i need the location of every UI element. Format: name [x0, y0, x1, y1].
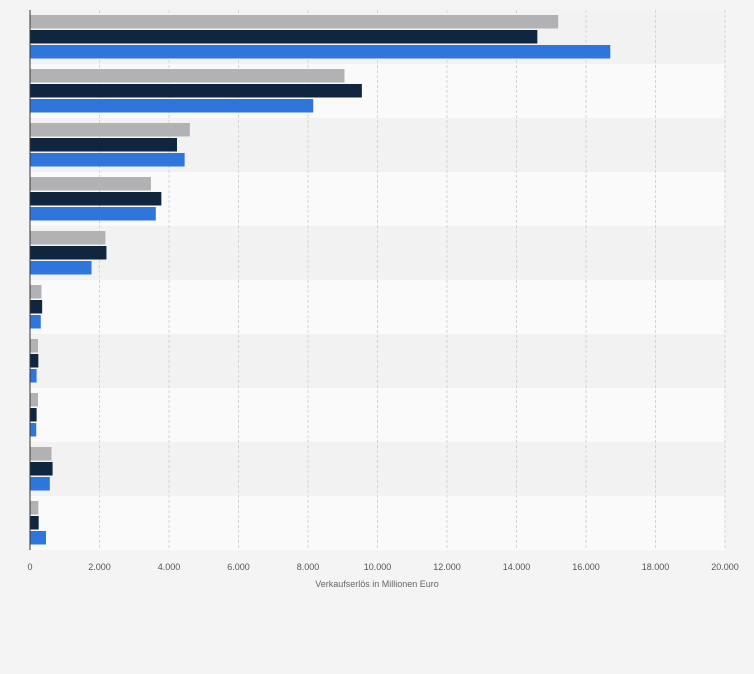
bar	[30, 246, 107, 260]
bar	[30, 177, 151, 191]
bar	[30, 408, 37, 422]
x-tick-label: 14.000	[503, 562, 531, 572]
bar	[30, 501, 39, 515]
bar	[30, 123, 190, 137]
bar	[30, 231, 106, 245]
bar	[30, 99, 314, 113]
x-tick-labels: 0 2.000 4.000 6.000 8.000 10.000 12.000 14.000 1…	[27, 562, 738, 572]
bar	[30, 462, 53, 476]
x-axis-label: Verkaufserlös in Millionen Euro	[315, 579, 439, 589]
bar	[30, 15, 559, 29]
x-tick-label: 4.000	[158, 562, 181, 572]
bar	[30, 30, 538, 44]
bar	[30, 300, 43, 314]
bar	[30, 315, 41, 329]
bar	[30, 261, 92, 275]
bar	[30, 84, 362, 98]
bar-marks	[30, 15, 611, 545]
bar	[30, 354, 39, 368]
bar	[30, 516, 39, 530]
x-tick-label: 16.000	[572, 562, 600, 572]
x-tick-label: 18.000	[642, 562, 670, 572]
bar	[30, 153, 185, 167]
bar	[30, 369, 37, 383]
x-tick-label: 10.000	[364, 562, 392, 572]
bar	[30, 207, 156, 221]
bar	[30, 138, 177, 152]
x-tick-label: 0	[27, 562, 32, 572]
bar	[30, 447, 52, 461]
bar	[30, 45, 611, 59]
x-tick-label: 20.000	[711, 562, 739, 572]
x-tick-label: 12.000	[433, 562, 461, 572]
bar	[30, 192, 162, 206]
bar	[30, 339, 38, 353]
x-tick-label: 8.000	[297, 562, 320, 572]
bar	[30, 531, 46, 545]
bar	[30, 285, 42, 299]
x-tick-label: 6.000	[227, 562, 250, 572]
bar	[30, 69, 345, 83]
bar	[30, 423, 37, 437]
x-tick-label: 2.000	[88, 562, 111, 572]
bar	[30, 477, 50, 491]
bar	[30, 393, 38, 407]
